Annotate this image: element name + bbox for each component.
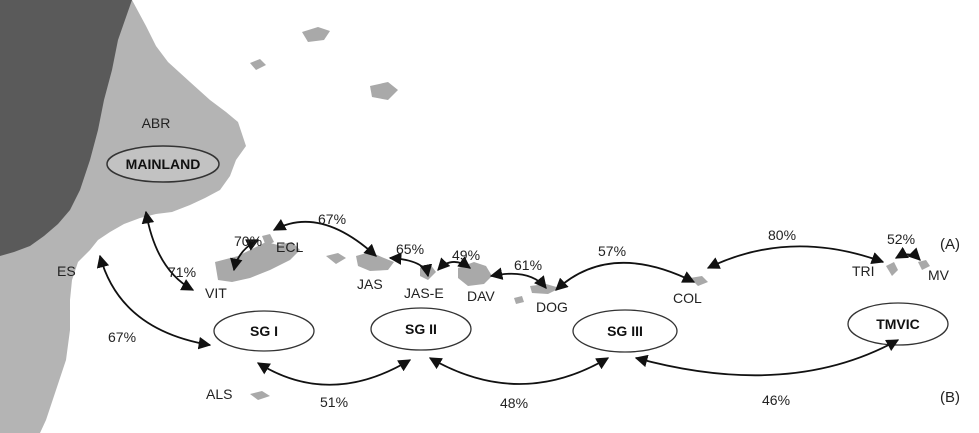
pct-sg3-tmvic: 46%: [762, 392, 790, 408]
dav-label: DAV: [467, 288, 495, 304]
pct-es-sg1: 67%: [108, 329, 136, 345]
panel-b-label: (B): [940, 389, 960, 406]
island-als: [250, 391, 270, 400]
col-label: COL: [673, 290, 702, 306]
pct-sg1-sg2: 51%: [320, 394, 348, 410]
arrow-ecl-jas: [272, 219, 377, 257]
arrow-sg1-sg2: [256, 359, 412, 386]
arrows-panel-a: [141, 210, 921, 291]
pct-dav-dog: 61%: [514, 257, 542, 273]
pct-jase-dav: 49%: [452, 247, 480, 263]
arrow-dav-dog: [489, 267, 547, 289]
jas-label: JAS: [357, 276, 383, 292]
pct-tri-mv: 52%: [887, 231, 915, 247]
ecl-label: ECL: [276, 239, 303, 255]
panel-a-label: (A): [940, 236, 960, 253]
island-north-3: [370, 82, 398, 100]
percent-labels-a: 67% 70% 71% 65% 49% 61% 57% 80% 52%: [168, 211, 915, 280]
island-north-2: [250, 59, 266, 70]
percent-labels-b: 67% 51% 48% 46%: [108, 329, 790, 411]
es-label: ES: [57, 263, 76, 279]
abr-label: ABR: [142, 115, 171, 131]
vit-label: VIT: [205, 285, 227, 301]
sg1-ellipse: [213, 310, 315, 352]
sg2-label: SG II: [405, 321, 437, 337]
island-mv: [918, 260, 930, 270]
island-ecl: [262, 234, 274, 246]
pct-vit-ecl: 70%: [234, 233, 262, 249]
arrow-es-sg1: [96, 254, 212, 350]
pct-col-tri: 80%: [768, 227, 796, 243]
island-labels: VIT ECL JAS JAS-E DAV DOG COL TRI MV ALS: [205, 239, 950, 402]
dog-label: DOG: [536, 299, 568, 315]
tri-label: TRI: [852, 263, 875, 279]
jas-e-label: JAS-E: [404, 285, 444, 301]
island-dog-small: [514, 296, 524, 304]
arrow-dog-col: [555, 261, 696, 291]
tmvic-label: TMVIC: [876, 316, 920, 332]
sg1-label: SG I: [250, 323, 278, 339]
pct-mainland-vit: 71%: [168, 264, 196, 280]
sg2-ellipse: [370, 307, 472, 351]
arrow-sg2-sg3: [428, 357, 610, 385]
pct-dog-col: 57%: [598, 243, 626, 259]
island-north-1: [302, 27, 330, 42]
dark-region: [0, 0, 132, 256]
pct-ecl-jas: 67%: [318, 211, 346, 227]
arrow-vit-ecl: [230, 239, 260, 272]
sg3-label: SG III: [607, 323, 643, 339]
mainland-label: MAINLAND: [126, 156, 201, 172]
island-tri: [886, 262, 898, 276]
group-ellipses: SG I SG II SG III TMVIC: [213, 302, 949, 353]
arrows-panel-b: [96, 254, 900, 386]
als-label: ALS: [206, 386, 232, 402]
pct-sg2-sg3: 48%: [500, 395, 528, 411]
island-small-a: [326, 253, 346, 264]
pct-jas-jase: 65%: [396, 241, 424, 257]
mainland-ellipse: [106, 145, 220, 183]
mv-label: MV: [928, 267, 950, 283]
arrow-col-tri: [706, 245, 885, 269]
arrow-jas-jase: [388, 252, 433, 278]
arrow-jase-dav: [437, 256, 472, 271]
arrow-sg3-tmvic: [634, 339, 900, 377]
island-dav: [458, 262, 492, 286]
arrow-tri-mv: [894, 246, 921, 261]
